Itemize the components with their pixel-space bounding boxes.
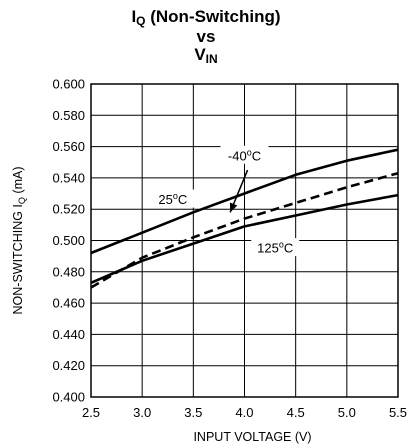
y-tick-label: 0.540 (52, 170, 85, 185)
y-tick-label: 0.520 (52, 202, 85, 217)
x-tick-label: 3.0 (133, 405, 151, 420)
series-line-2 (90, 193, 399, 284)
series-line-1 (90, 171, 399, 289)
y-tick-label: 0.560 (52, 139, 85, 154)
y-axis-label-rest: (mA) (11, 167, 25, 198)
annotation-degree: o (279, 240, 284, 250)
x-tick-label: 5.0 (338, 405, 356, 420)
title-v-subscript: IN (205, 52, 218, 66)
y-tick-label: 0.500 (52, 233, 85, 248)
annotation-unit: C (252, 148, 261, 163)
annotation-bg-0 (220, 145, 269, 164)
annotation-main: -40 (228, 148, 247, 163)
chart-title-line-3: VIN (0, 46, 412, 68)
title-i: I (131, 7, 137, 26)
annotation-degree: o (173, 191, 178, 201)
y-tick-label: 0.460 (52, 296, 85, 311)
annotation-main: 125 (257, 241, 279, 256)
title-rest: (Non-Switching) (145, 7, 281, 26)
annotation-main: 25 (158, 192, 172, 207)
y-tick-label: 0.400 (52, 390, 85, 405)
y-axis-label: NON-SWITCHING IQ (mA) (11, 167, 27, 315)
title-i-subscript: Q (136, 14, 146, 28)
x-tick-label: 3.5 (184, 405, 202, 420)
y-axis-label-sub: Q (17, 197, 27, 204)
annotation-bg-2 (251, 238, 300, 257)
series-lines (90, 148, 399, 289)
title-v: V (194, 45, 206, 64)
annotation-label-2: 125oC (257, 240, 293, 256)
series-line-0 (90, 148, 399, 255)
annotation-bg-1 (148, 189, 197, 208)
chart-title-line-1: IQ (Non-Switching) (0, 8, 412, 30)
y-tick-label: 0.420 (52, 358, 85, 373)
annotation-label-0: -40oC (228, 147, 261, 163)
arrow-head (229, 202, 238, 213)
x-tick-label: 5.5 (389, 405, 407, 420)
annotation-unit: C (284, 241, 293, 256)
y-tick-label: 0.580 (52, 108, 85, 123)
y-tick-label: 0.600 (52, 77, 85, 92)
y-tick-label: 0.480 (52, 264, 85, 279)
x-tick-label: 4.0 (235, 405, 253, 420)
chart-title-line-2: vs (196, 27, 216, 46)
y-tick-labels: 0.400 0.420 0.440 0.460 0.480 0.500 0.520 0.540… (52, 77, 85, 405)
y-tick-label: 0.440 (52, 327, 85, 342)
y-axis-label-main: NON-SWITCHING I (11, 204, 25, 314)
x-tick-labels: 2.5 3.0 3.5 4.0 4.5 5.0 5.5 (82, 405, 407, 420)
annotation-degree: o (247, 147, 252, 157)
x-tick-label: 2.5 (82, 405, 100, 420)
annotation-unit: C (178, 192, 187, 207)
plot-frame (90, 83, 399, 398)
grid (90, 83, 399, 398)
x-tick-label: 4.5 (287, 405, 305, 420)
annotation-label-1: 25oC (158, 191, 187, 207)
x-axis-label: INPUT VOLTAGE (V) (193, 430, 311, 444)
